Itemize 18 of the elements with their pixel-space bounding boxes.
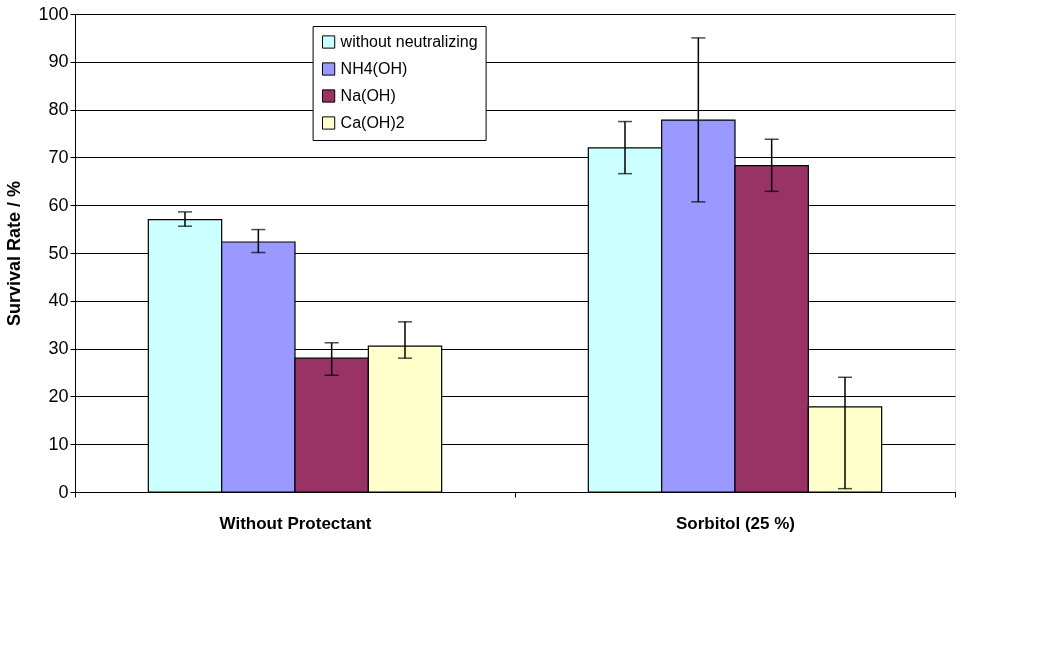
y-axis-title: Survival Rate / %	[4, 180, 25, 327]
y-tick-label: 20	[48, 385, 69, 406]
y-tick-label: 60	[48, 194, 69, 215]
y-tick-label: 30	[48, 338, 69, 359]
legend-label: Ca(OH)2	[340, 114, 405, 131]
y-tick-label: 70	[48, 146, 69, 167]
y-tick-label: 40	[48, 290, 69, 311]
y-tick-label: 90	[48, 51, 69, 72]
y-tick-label: 80	[48, 99, 69, 120]
y-tick-label: 100	[38, 3, 69, 24]
y-tick-label: 10	[48, 433, 69, 454]
x-tick-label: Without Protectant	[219, 513, 372, 533]
x-tick-label: Sorbitol (25 %)	[675, 513, 796, 533]
legend-label: Na(OH)	[340, 87, 396, 104]
y-tick-label: 50	[48, 242, 69, 263]
legend-label: NH4(OH)	[340, 60, 408, 77]
y-tick-label: 0	[58, 481, 69, 502]
legend-label: without neutralizing	[339, 33, 478, 50]
